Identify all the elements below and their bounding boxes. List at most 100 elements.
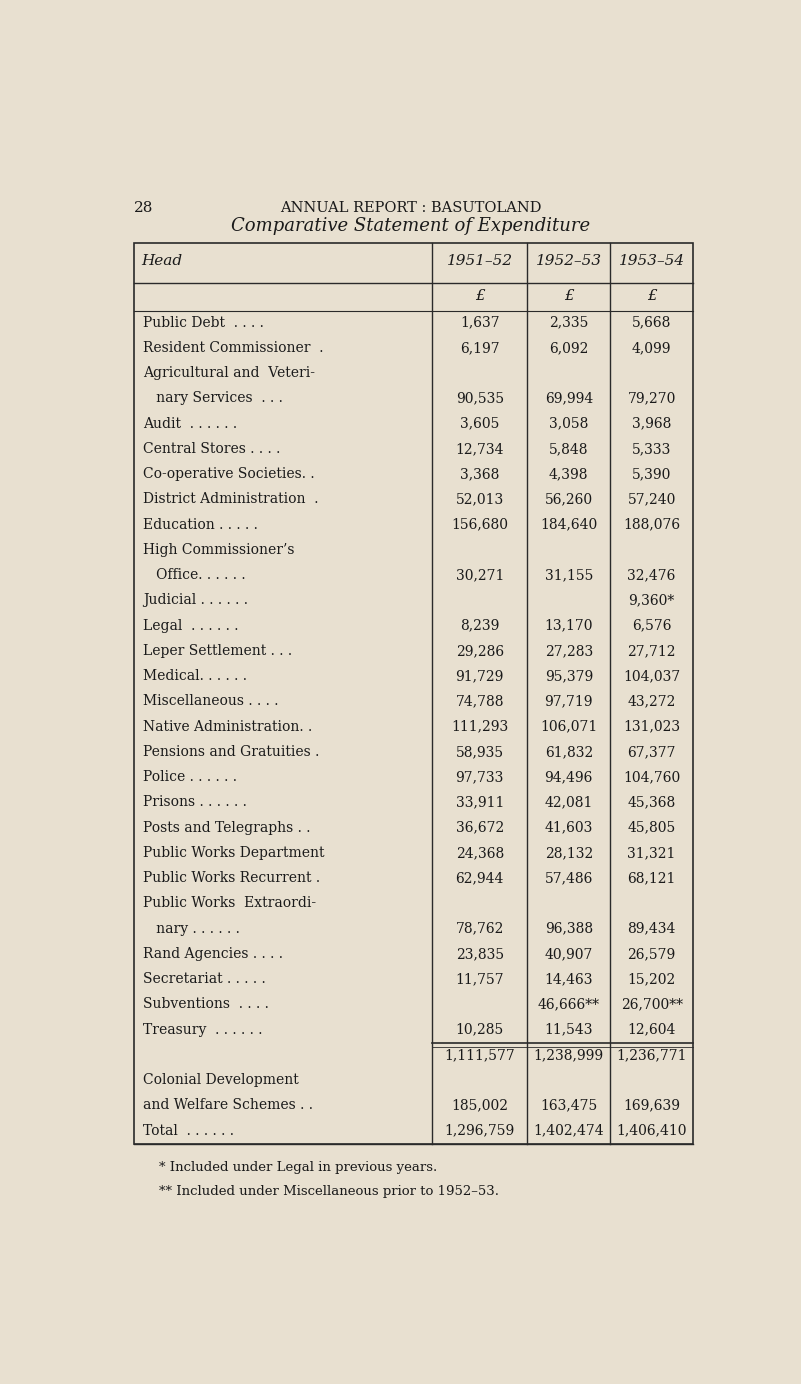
Text: 26,700**: 26,700** [621,998,682,1012]
Text: 52,013: 52,013 [456,493,504,507]
Text: 61,832: 61,832 [545,745,593,758]
Text: ** Included under Miscellaneous prior to 1952–53.: ** Included under Miscellaneous prior to… [159,1185,499,1199]
Text: 43,272: 43,272 [627,695,676,709]
Text: £: £ [564,289,574,303]
Text: 1,406,410: 1,406,410 [617,1124,687,1138]
Text: 79,270: 79,270 [627,392,676,406]
Text: 1,637: 1,637 [460,316,500,329]
Text: 27,283: 27,283 [545,644,593,657]
Text: 97,733: 97,733 [456,770,504,785]
Text: 8,239: 8,239 [460,619,499,632]
Text: 4,099: 4,099 [632,340,671,354]
Text: 42,081: 42,081 [545,796,593,810]
Text: 6,092: 6,092 [549,340,589,354]
Text: 11,543: 11,543 [545,1023,593,1037]
Text: 28,132: 28,132 [545,846,593,859]
Text: 156,680: 156,680 [451,518,508,531]
Text: 185,002: 185,002 [451,1099,508,1113]
Text: 184,640: 184,640 [540,518,598,531]
Text: 95,379: 95,379 [545,668,593,684]
Text: 30,271: 30,271 [456,567,504,583]
Text: 163,475: 163,475 [540,1099,598,1113]
Text: 45,805: 45,805 [627,821,676,835]
Text: * Included under Legal in previous years.: * Included under Legal in previous years… [159,1161,437,1175]
Text: 5,848: 5,848 [549,441,589,455]
Text: 188,076: 188,076 [623,518,680,531]
Text: 1,402,474: 1,402,474 [533,1124,604,1138]
Text: 106,071: 106,071 [540,720,598,734]
Text: Total  . . . . . .: Total . . . . . . [143,1124,234,1138]
Text: Education . . . . .: Education . . . . . [143,518,258,531]
Text: 89,434: 89,434 [627,922,676,936]
Text: nary . . . . . .: nary . . . . . . [143,922,239,936]
Text: Legal  . . . . . .: Legal . . . . . . [143,619,239,632]
Text: 169,639: 169,639 [623,1099,680,1113]
Text: 3,605: 3,605 [460,417,499,430]
Text: 1952–53: 1952–53 [536,253,602,268]
Text: 74,788: 74,788 [456,695,504,709]
Text: 69,994: 69,994 [545,392,593,406]
Text: 12,734: 12,734 [456,441,504,455]
Text: Public Works Recurrent .: Public Works Recurrent . [143,871,320,886]
Text: 5,333: 5,333 [632,441,671,455]
Text: High Commissioner’s: High Commissioner’s [143,543,295,556]
Text: 41,603: 41,603 [545,821,593,835]
Text: Co-operative Societies. .: Co-operative Societies. . [143,466,315,482]
Text: nary Services  . . .: nary Services . . . [143,392,283,406]
Text: Subventions  . . . .: Subventions . . . . [143,998,269,1012]
Text: 111,293: 111,293 [451,720,509,734]
Text: and Welfare Schemes . .: and Welfare Schemes . . [143,1099,313,1113]
Text: Comparative Statement of Expenditure: Comparative Statement of Expenditure [231,217,590,235]
Text: 90,535: 90,535 [456,392,504,406]
Text: 4,398: 4,398 [549,466,589,482]
Text: 31,155: 31,155 [545,567,593,583]
Text: Medical. . . . . .: Medical. . . . . . [143,668,247,684]
Text: £: £ [647,289,657,303]
Bar [135,242,693,1145]
Text: ANNUAL REPORT : BASUTOLAND: ANNUAL REPORT : BASUTOLAND [280,201,541,216]
Text: 91,729: 91,729 [456,668,504,684]
Text: 46,666**: 46,666** [537,998,600,1012]
Text: 11,757: 11,757 [456,972,504,987]
Text: Secretariat . . . . .: Secretariat . . . . . [143,972,266,987]
Text: 28: 28 [135,201,154,216]
Text: Central Stores . . . .: Central Stores . . . . [143,441,280,455]
Text: 2,335: 2,335 [549,316,589,329]
Text: 32,476: 32,476 [627,567,676,583]
Text: 33,911: 33,911 [456,796,504,810]
Text: 1951–52: 1951–52 [447,253,513,268]
Text: 62,944: 62,944 [456,871,504,886]
Text: 10,285: 10,285 [456,1023,504,1037]
Text: 45,368: 45,368 [627,796,676,810]
Text: 3,968: 3,968 [632,417,671,430]
Text: Head: Head [142,253,183,268]
Text: 68,121: 68,121 [627,871,676,886]
Text: 78,762: 78,762 [456,922,504,936]
Text: 58,935: 58,935 [456,745,504,758]
Text: 3,058: 3,058 [549,417,589,430]
Text: 12,604: 12,604 [627,1023,676,1037]
Text: 6,197: 6,197 [460,340,500,354]
Text: 104,760: 104,760 [623,770,680,785]
Text: 3,368: 3,368 [460,466,499,482]
Text: 31,321: 31,321 [627,846,676,859]
Text: 104,037: 104,037 [623,668,680,684]
Text: Native Administration. .: Native Administration. . [143,720,312,734]
Text: Public Works  Extraordi-: Public Works Extraordi- [143,897,316,911]
Text: Police . . . . . .: Police . . . . . . [143,770,237,785]
Text: 13,170: 13,170 [545,619,593,632]
Text: Agricultural and  Veteri-: Agricultural and Veteri- [143,367,315,381]
Text: 67,377: 67,377 [627,745,676,758]
Text: 1,236,771: 1,236,771 [617,1048,687,1062]
Text: Posts and Telegraphs . .: Posts and Telegraphs . . [143,821,311,835]
Text: 56,260: 56,260 [545,493,593,507]
Text: 131,023: 131,023 [623,720,680,734]
Text: 94,496: 94,496 [545,770,593,785]
Text: 40,907: 40,907 [545,947,593,960]
Text: 29,286: 29,286 [456,644,504,657]
Text: Resident Commissioner  .: Resident Commissioner . [143,340,324,354]
Text: Leper Settlement . . .: Leper Settlement . . . [143,644,292,657]
Text: Miscellaneous . . . .: Miscellaneous . . . . [143,695,279,709]
Text: 57,486: 57,486 [545,871,593,886]
Text: Public Debt  . . . .: Public Debt . . . . [143,316,264,329]
